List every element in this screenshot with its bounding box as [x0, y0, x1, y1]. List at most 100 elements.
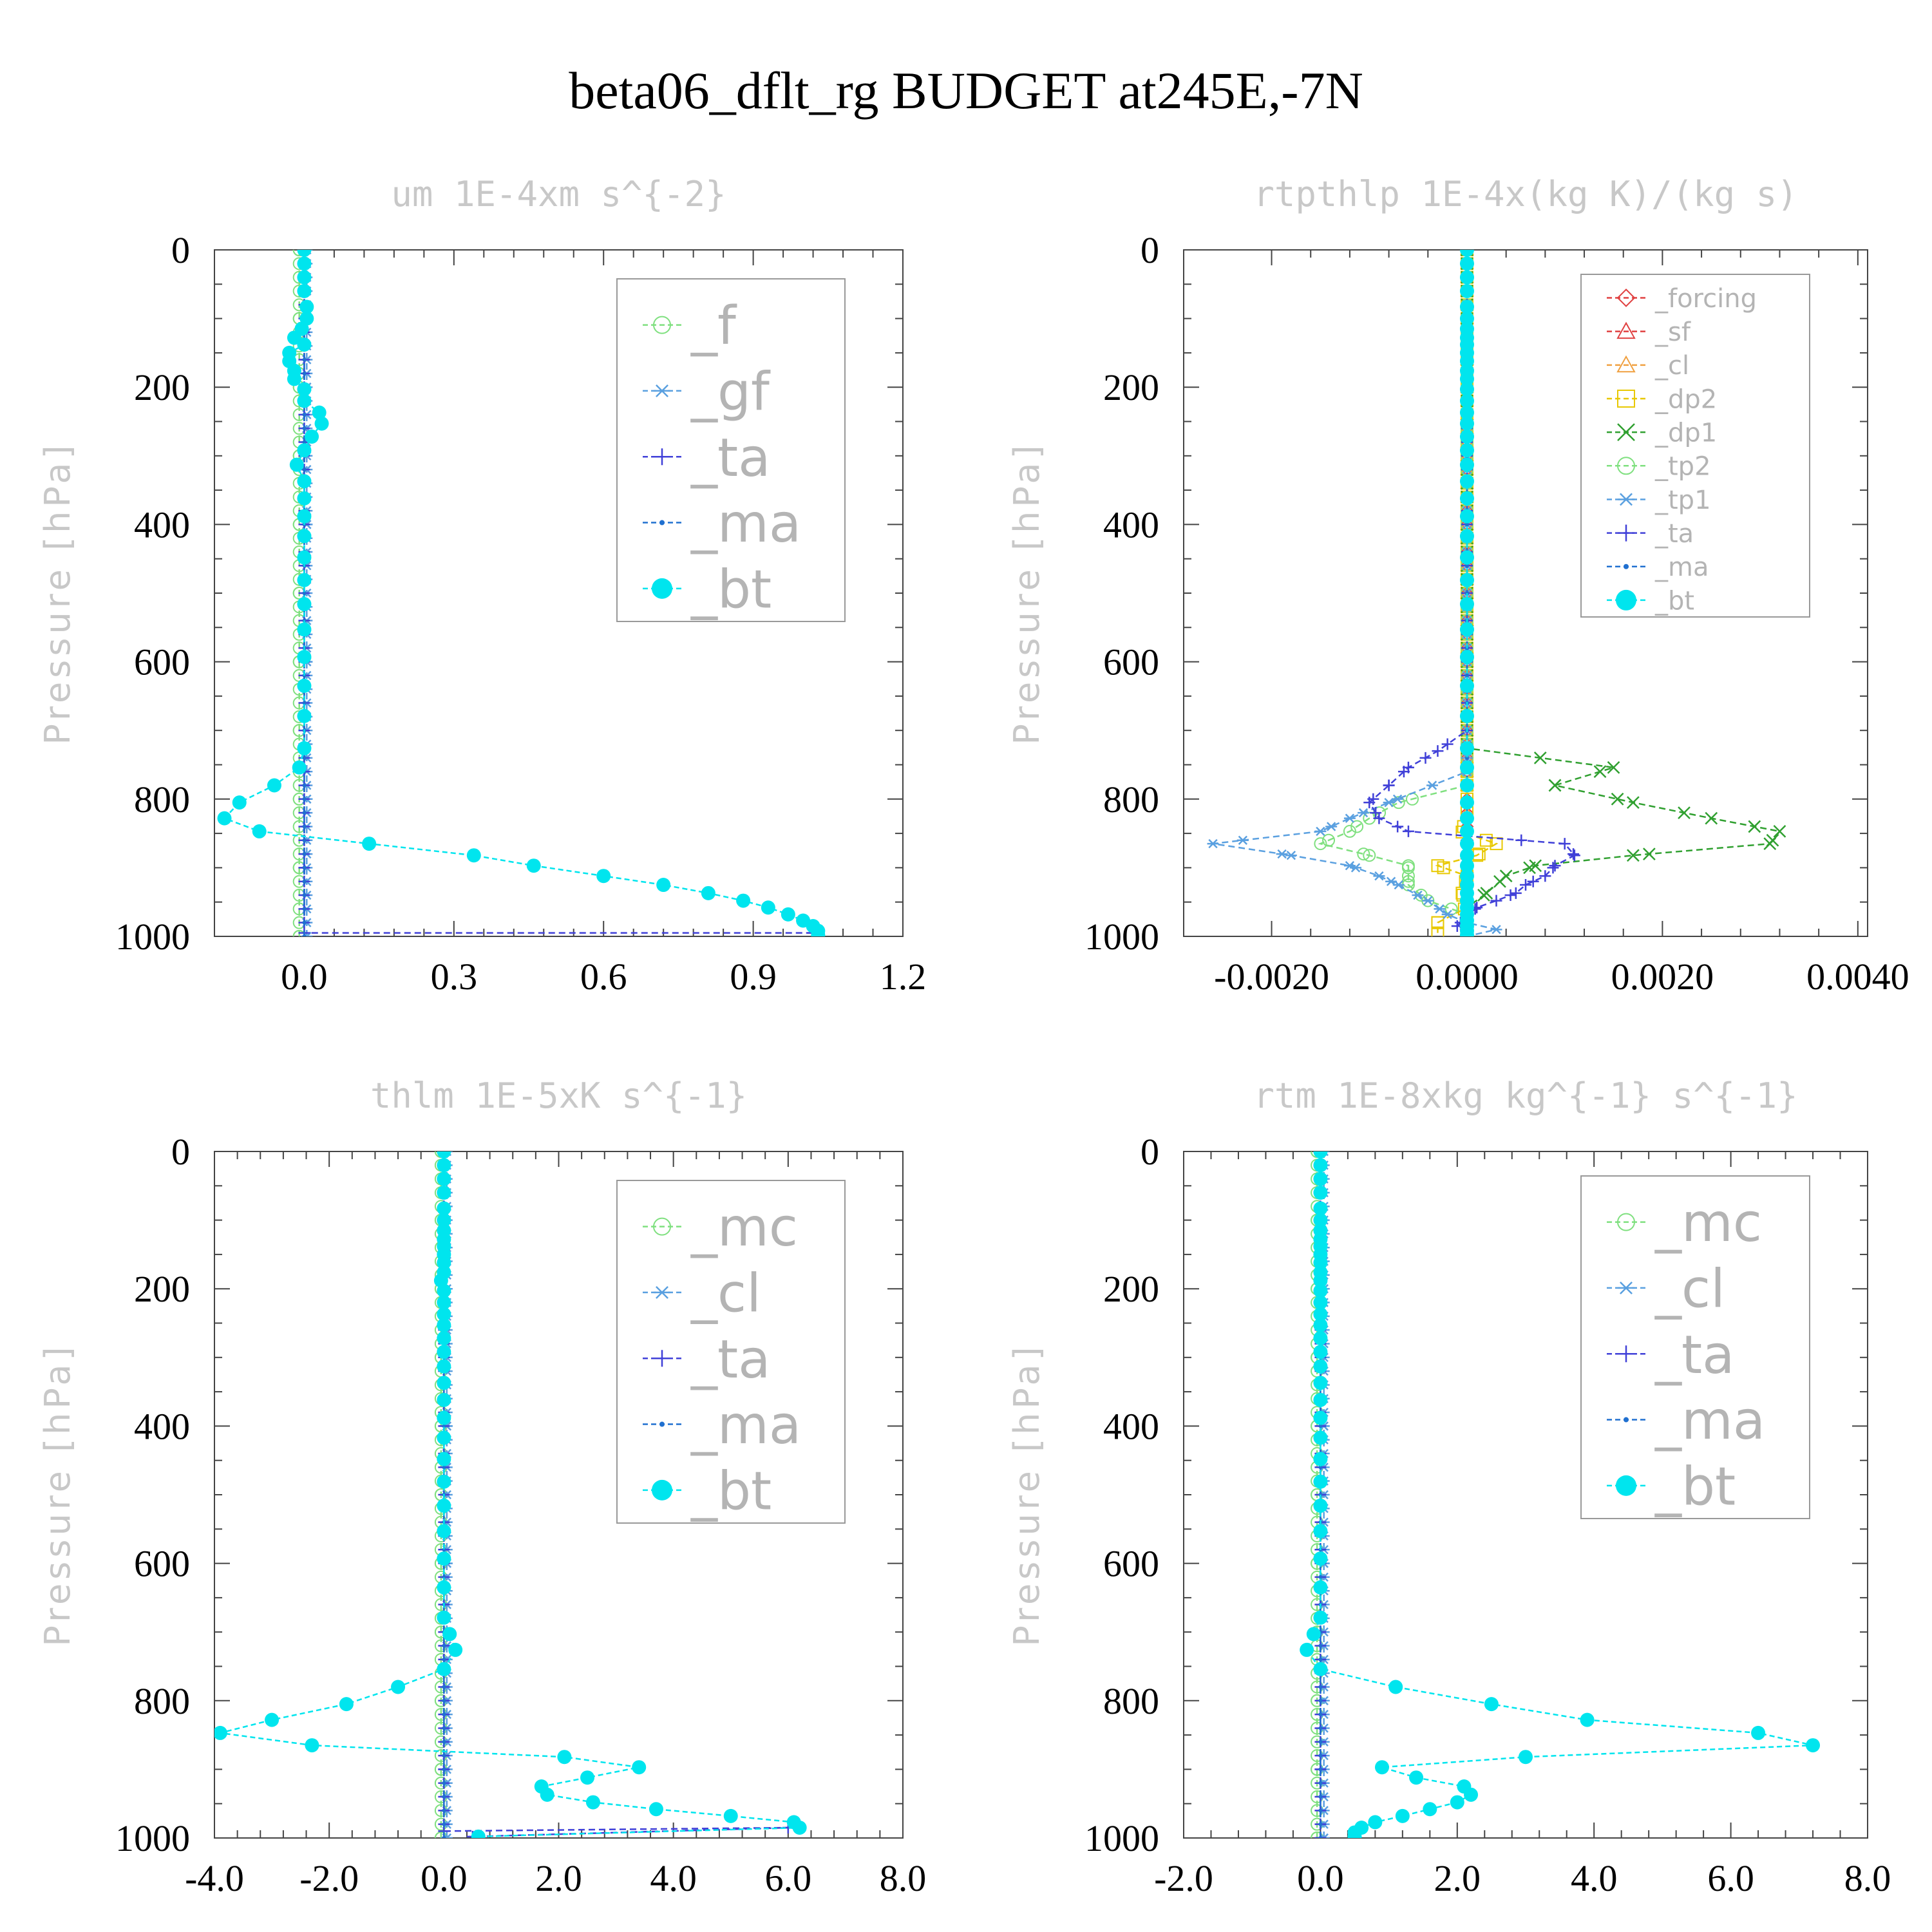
- data-point: [297, 622, 312, 637]
- data-point: [287, 372, 301, 386]
- data-point: [1313, 1392, 1328, 1407]
- data-point: [1313, 1376, 1328, 1390]
- x-tick-label: 0.0020: [1611, 956, 1714, 998]
- legend-label: _dp1: [1654, 419, 1717, 448]
- legend-marker: [1618, 1281, 1634, 1294]
- data-point: [267, 778, 281, 793]
- y-tick-label: 400: [134, 504, 190, 545]
- data-point: [1539, 870, 1551, 882]
- data-point: [302, 591, 307, 595]
- data-point: [466, 848, 481, 863]
- legend-marker: [653, 316, 671, 334]
- data-point: [437, 1295, 451, 1310]
- y-tick-label: 0: [1141, 229, 1159, 271]
- data-point: [1434, 904, 1446, 914]
- plot-area: [214, 1151, 807, 1838]
- x-tick-label: 0.3: [431, 956, 478, 998]
- data-point: [1419, 752, 1432, 764]
- x-tick-label: 8.0: [1844, 1857, 1891, 1899]
- data-point: [437, 1610, 451, 1625]
- data-point: [1459, 529, 1474, 544]
- data-point: [302, 357, 307, 362]
- data-point: [437, 1392, 451, 1407]
- data-point: [297, 650, 312, 665]
- data-point: [1459, 573, 1474, 587]
- data-point: [1313, 1430, 1328, 1445]
- legend-label: _sf: [1654, 317, 1691, 347]
- data-point: [1358, 808, 1370, 818]
- data-point: [1773, 825, 1786, 838]
- plot-frame: [214, 249, 904, 937]
- data-point: [1422, 896, 1434, 905]
- data-point: [297, 382, 312, 397]
- data-point: [1459, 760, 1474, 775]
- data-point: [1318, 1575, 1323, 1579]
- data-point: [1459, 283, 1474, 298]
- data-point: [437, 1452, 451, 1466]
- data-point: [442, 1685, 446, 1689]
- data-point: [437, 1318, 451, 1332]
- legend-box: [616, 278, 846, 622]
- data-point: [781, 907, 795, 922]
- legend-item: _ta: [643, 1329, 770, 1390]
- data-point: [1484, 1697, 1499, 1712]
- data-point: [1464, 564, 1469, 568]
- series-bt: [217, 250, 826, 936]
- legend-item: _ta: [643, 428, 770, 489]
- data-point: [302, 797, 307, 801]
- legend-label: _mc: [1654, 1193, 1762, 1254]
- data-point: [302, 920, 307, 925]
- y-tick-label: 200: [134, 1268, 190, 1310]
- data-point: [302, 934, 307, 936]
- data-point: [1520, 879, 1531, 891]
- data-point: [1510, 887, 1522, 899]
- data-point: [442, 1712, 446, 1717]
- legend-item: _mc: [1607, 1193, 1762, 1254]
- data-point: [1547, 862, 1559, 874]
- legend-marker: [1617, 1213, 1635, 1231]
- data-point: [1313, 1410, 1328, 1425]
- data-point: [1313, 1213, 1328, 1227]
- data-point: [297, 250, 312, 257]
- data-point: [1459, 811, 1474, 826]
- data-point: [292, 760, 307, 775]
- data-point: [1459, 837, 1474, 851]
- legend-marker: [1624, 1417, 1629, 1423]
- y-tick-label: 1000: [1084, 1817, 1159, 1859]
- data-point: [1318, 1698, 1323, 1703]
- legend-label: _cl: [690, 1263, 761, 1324]
- data-point: [297, 529, 312, 544]
- x-tick-label: 0.0040: [1806, 956, 1909, 998]
- data-point: [1313, 1331, 1328, 1345]
- figure-title: beta06_dflt_rg BUDGET at245E,-7N: [569, 61, 1363, 120]
- data-point: [585, 1795, 600, 1810]
- data-point: [302, 701, 307, 705]
- legend-label: _dp2: [1654, 384, 1717, 414]
- data-point: [252, 824, 267, 838]
- data-point: [1627, 796, 1640, 810]
- y-tick-label: 600: [134, 1543, 190, 1585]
- legend-marker: [654, 1285, 670, 1299]
- data-point: [1607, 761, 1620, 774]
- y-tick-label: 200: [134, 366, 190, 408]
- x-tick-label: -2.0: [299, 1857, 359, 1899]
- data-point: [442, 1657, 446, 1662]
- data-point: [302, 907, 307, 911]
- data-point: [437, 1524, 451, 1539]
- y-tick-label: 1000: [115, 916, 190, 958]
- data-point: [437, 1283, 451, 1298]
- data-point: [1450, 1795, 1464, 1810]
- data-point: [437, 1307, 451, 1321]
- data-point: [1459, 299, 1474, 314]
- data-point: [1766, 833, 1779, 847]
- data-point: [1527, 875, 1539, 887]
- data-point: [442, 1465, 446, 1470]
- data-point: [302, 811, 307, 815]
- data-point: [442, 1822, 446, 1826]
- data-point: [437, 1345, 451, 1359]
- data-point: [761, 900, 775, 915]
- x-tick-label: 4.0: [1571, 1857, 1618, 1899]
- legend-marker: [1616, 321, 1636, 339]
- data-point: [1459, 824, 1474, 838]
